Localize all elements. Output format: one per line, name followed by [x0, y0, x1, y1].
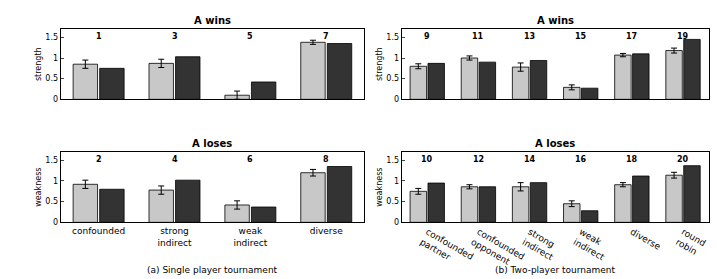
svg-text:16: 16: [575, 155, 587, 164]
svg-text:confoundedpartner: confoundedpartner: [418, 227, 475, 272]
svg-text:confoundedopponent: confoundedopponent: [469, 227, 526, 272]
svg-text:19: 19: [677, 32, 689, 41]
svg-text:strongindirect: strongindirect: [520, 227, 561, 263]
svg-text:4: 4: [172, 155, 178, 164]
svg-text:10: 10: [421, 155, 433, 164]
svg-text:A loses: A loses: [535, 138, 575, 149]
svg-text:0.5: 0.5: [386, 197, 399, 206]
svg-text:1: 1: [96, 32, 102, 41]
svg-text:13: 13: [524, 32, 535, 41]
svg-text:A wins: A wins: [537, 15, 574, 26]
svg-text:1.5: 1.5: [45, 33, 58, 42]
svg-text:1.5: 1.5: [386, 33, 399, 42]
svg-text:(a) Single player tournament: (a) Single player tournament: [147, 265, 278, 275]
svg-text:15: 15: [575, 32, 587, 41]
svg-text:0: 0: [394, 218, 399, 227]
svg-text:0.5: 0.5: [386, 74, 399, 83]
svg-text:strongindirect: strongindirect: [158, 226, 192, 248]
svg-text:1: 1: [53, 54, 58, 63]
svg-text:11: 11: [472, 32, 484, 41]
svg-text:diverse: diverse: [310, 226, 343, 236]
svg-text:weakness: weakness: [375, 168, 384, 207]
svg-text:0.5: 0.5: [45, 74, 58, 83]
svg-text:roundrobin: roundrobin: [674, 227, 707, 259]
svg-text:confounded: confounded: [72, 226, 125, 236]
svg-text:8: 8: [323, 155, 329, 164]
svg-text:3: 3: [172, 32, 178, 41]
svg-text:1: 1: [53, 177, 58, 186]
svg-text:weakness: weakness: [34, 168, 43, 207]
svg-text:weakindirect: weakindirect: [572, 227, 613, 263]
svg-text:20: 20: [677, 155, 689, 164]
svg-text:A loses: A loses: [192, 138, 232, 149]
svg-text:0: 0: [394, 95, 399, 104]
svg-text:5: 5: [247, 32, 253, 41]
svg-text:1: 1: [394, 177, 399, 186]
svg-text:14: 14: [524, 155, 536, 164]
svg-text:strength: strength: [34, 47, 43, 81]
svg-text:12: 12: [473, 155, 484, 164]
svg-text:1: 1: [394, 54, 399, 63]
svg-text:1.5: 1.5: [45, 156, 58, 165]
svg-text:9: 9: [424, 32, 430, 41]
svg-text:strength: strength: [375, 47, 384, 81]
svg-text:2: 2: [96, 155, 102, 164]
svg-text:17: 17: [626, 32, 637, 41]
svg-text:0.5: 0.5: [45, 197, 58, 206]
svg-text:0: 0: [53, 218, 58, 227]
svg-text:A wins: A wins: [194, 15, 231, 26]
svg-text:18: 18: [626, 155, 638, 164]
svg-text:1.5: 1.5: [386, 156, 399, 165]
svg-text:weakindirect: weakindirect: [233, 226, 267, 248]
svg-text:0: 0: [53, 95, 58, 104]
svg-text:diverse: diverse: [629, 227, 663, 252]
svg-text:6: 6: [247, 155, 253, 164]
svg-text:7: 7: [323, 32, 329, 41]
svg-text:(b) Two-player tournament: (b) Two-player tournament: [495, 265, 616, 275]
